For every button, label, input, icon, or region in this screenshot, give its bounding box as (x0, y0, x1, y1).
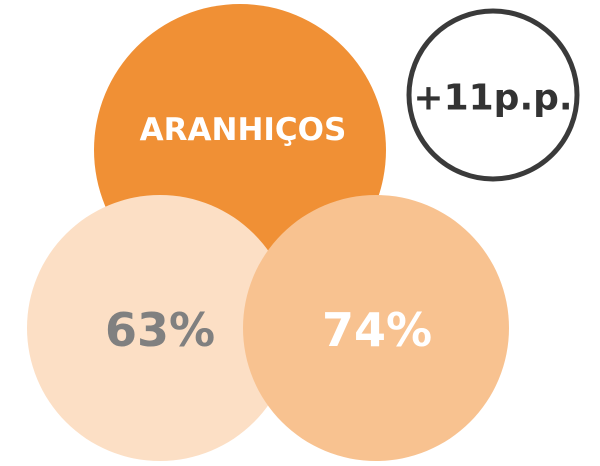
right-value: 74% (322, 303, 432, 357)
header-label: ARANHIÇOS (140, 112, 347, 148)
left-circle (27, 195, 293, 461)
right-circle (243, 195, 509, 461)
left-value: 63% (105, 303, 215, 357)
badge-circle (406, 8, 580, 182)
badge-label: +11p.p. (413, 78, 572, 119)
